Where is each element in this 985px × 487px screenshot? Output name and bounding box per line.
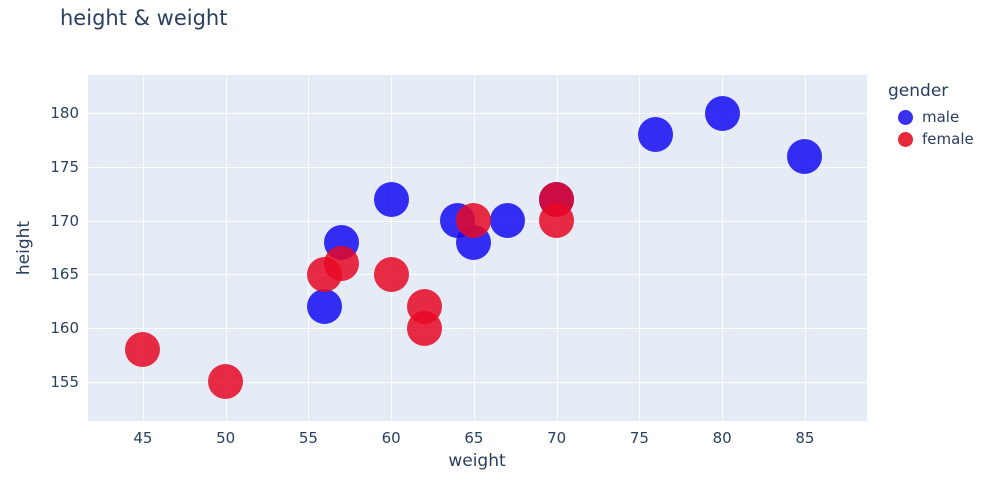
x-axis-title: weight bbox=[448, 451, 506, 471]
y-tick-label: 180 bbox=[50, 104, 79, 123]
legend-item-female[interactable]: female bbox=[898, 130, 974, 148]
y-gridline bbox=[88, 381, 867, 383]
x-gridline bbox=[391, 75, 393, 421]
x-tick-label: 55 bbox=[298, 429, 318, 447]
legend: gender male female bbox=[884, 81, 974, 152]
x-gridline bbox=[556, 75, 558, 421]
scatter-point-female[interactable] bbox=[208, 364, 244, 400]
x-tick-label: 45 bbox=[133, 429, 153, 447]
x-tick-label: 85 bbox=[795, 429, 815, 447]
x-gridline bbox=[142, 75, 144, 421]
legend-label-male: male bbox=[922, 108, 960, 126]
x-tick-label: 50 bbox=[216, 429, 236, 447]
y-tick-label: 170 bbox=[50, 211, 79, 230]
x-tick-label: 75 bbox=[629, 429, 649, 447]
x-gridline bbox=[804, 75, 806, 421]
y-tick-label: 175 bbox=[50, 158, 79, 176]
x-tick-label: 65 bbox=[464, 429, 484, 447]
scatter-point-female[interactable] bbox=[324, 246, 360, 282]
scatter-point-male[interactable] bbox=[704, 95, 740, 131]
y-gridline bbox=[88, 328, 867, 330]
y-gridline bbox=[88, 113, 867, 115]
x-gridline bbox=[308, 75, 310, 421]
scatter-point-female[interactable] bbox=[406, 310, 442, 346]
legend-label-female: female bbox=[922, 130, 974, 148]
x-gridline bbox=[225, 75, 227, 421]
plot-area[interactable]: 45 50 55 60 65 70 75 80 85 155 160 165 170 175 180 bbox=[50, 75, 867, 447]
scatter-point-female[interactable] bbox=[373, 256, 409, 292]
scatter-point-female[interactable] bbox=[539, 203, 575, 239]
y-tick-label: 160 bbox=[50, 319, 79, 338]
scatter-point-male[interactable] bbox=[373, 181, 409, 217]
y-gridline bbox=[88, 274, 867, 276]
scatter-point-male[interactable] bbox=[307, 289, 343, 325]
y-tick-label: 155 bbox=[50, 372, 79, 391]
x-tick-label: 60 bbox=[381, 429, 401, 447]
chart-title: height & weight bbox=[60, 6, 228, 30]
x-tick-label: 80 bbox=[712, 429, 732, 447]
y-tick-label: 165 bbox=[50, 265, 79, 284]
legend-item-male[interactable]: male bbox=[898, 108, 974, 126]
scatter-point-male[interactable] bbox=[489, 203, 525, 239]
scatter-point-female[interactable] bbox=[456, 203, 492, 239]
scatter-point-male[interactable] bbox=[787, 138, 823, 174]
scatter-point-male[interactable] bbox=[638, 117, 674, 153]
x-gridline bbox=[639, 75, 641, 421]
female-swatch-icon bbox=[898, 131, 913, 147]
x-tick-label: 70 bbox=[547, 429, 567, 447]
x-gridline bbox=[722, 75, 724, 421]
scatter-point-female[interactable] bbox=[125, 332, 161, 367]
legend-title: gender bbox=[888, 81, 949, 101]
male-swatch-icon bbox=[898, 109, 913, 125]
y-axis-title: height bbox=[14, 220, 34, 276]
y-gridline bbox=[88, 167, 867, 168]
